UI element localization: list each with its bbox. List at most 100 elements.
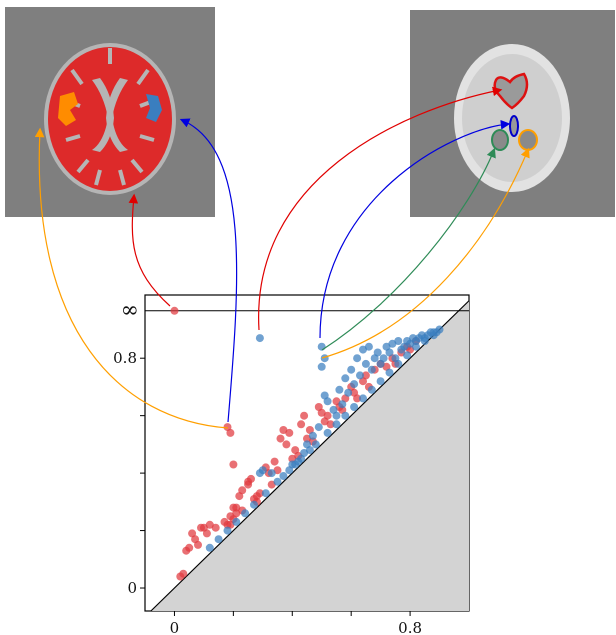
red-point — [244, 480, 253, 489]
blue-point — [305, 446, 314, 455]
red-point — [279, 426, 288, 434]
blue-point — [373, 348, 382, 357]
blue-point — [205, 543, 214, 552]
blue-point — [361, 359, 370, 368]
blue-point — [317, 362, 326, 371]
blue-point — [367, 385, 376, 394]
blue-point — [273, 477, 282, 486]
blue-point — [332, 420, 341, 429]
blue-point — [344, 388, 353, 397]
blue-point — [314, 423, 323, 432]
infinity-label: ∞ — [121, 298, 139, 323]
blue-point — [258, 466, 267, 475]
blue-point — [279, 472, 288, 480]
blue-point — [379, 354, 388, 363]
blue-point — [232, 517, 241, 526]
red-point — [285, 428, 294, 437]
diagonal-line — [150, 300, 470, 612]
blue-point — [403, 351, 412, 360]
structure-outline-blue — [509, 115, 519, 137]
blue-point — [353, 354, 362, 363]
red-point — [235, 492, 244, 501]
ventricle-right — [106, 78, 128, 152]
region-orange — [58, 92, 78, 126]
red-point — [211, 523, 220, 532]
blue-point — [394, 337, 403, 345]
blue-point — [285, 466, 294, 475]
ventricle-left — [92, 78, 114, 152]
x-tick-label-0: 0 — [170, 619, 180, 635]
blue-point — [323, 428, 332, 437]
blue-point — [311, 440, 320, 449]
red-point — [229, 460, 238, 469]
blue-point — [261, 489, 270, 498]
blue-point — [214, 535, 223, 544]
red-point — [276, 434, 285, 443]
blue-point — [255, 334, 264, 343]
blue-point — [335, 385, 344, 394]
red-point — [250, 495, 258, 503]
arrow-green-right — [321, 147, 496, 351]
blue-point — [223, 526, 232, 535]
axis-ticks — [140, 357, 411, 616]
blue-point — [297, 454, 306, 463]
red-point — [300, 411, 309, 420]
blue-point — [341, 411, 350, 420]
red-point — [282, 440, 291, 449]
blue-point — [332, 411, 341, 420]
blue-point — [241, 509, 250, 518]
red-point — [255, 489, 264, 498]
red-point — [353, 394, 362, 403]
blue-point — [394, 359, 403, 368]
blue-point — [347, 365, 356, 374]
blue-point — [350, 380, 359, 389]
blue-point — [429, 328, 438, 337]
blue-point — [308, 431, 317, 440]
y-tick-label-0: 0 — [127, 579, 137, 597]
x-tick-label-0-8: 0.8 — [398, 619, 422, 635]
red-point — [205, 520, 214, 529]
blue-point — [420, 337, 429, 345]
red-point — [179, 569, 188, 578]
red-point — [297, 420, 306, 429]
blue-point — [359, 394, 367, 403]
red-point — [317, 408, 326, 417]
arrow-blue-left — [179, 118, 238, 423]
blue-point — [356, 371, 364, 380]
red-point — [326, 420, 335, 429]
arrow-orange-left — [34, 127, 229, 429]
blue-point — [250, 500, 258, 509]
red-point — [270, 457, 279, 466]
blue-point — [341, 374, 350, 383]
blue-point — [291, 460, 300, 469]
blue-point — [367, 365, 376, 374]
red-point — [232, 503, 241, 512]
structure-outline-orange — [518, 129, 538, 151]
blue-point — [338, 400, 347, 409]
arrow-red-left — [128, 193, 171, 307]
red-point — [194, 540, 202, 549]
scatter-points — [170, 306, 444, 581]
blue-point — [364, 342, 373, 351]
blue-point — [320, 354, 329, 363]
red-point — [202, 529, 211, 538]
blue-point — [359, 345, 367, 354]
mri-left-panel — [5, 7, 215, 217]
blue-point — [350, 403, 359, 411]
persistence-diagram: ∞ 0 0.8 0 0.8 — [113, 294, 470, 635]
connector-arrows — [34, 86, 530, 429]
blue-point — [267, 469, 276, 478]
blue-point — [385, 368, 394, 377]
region-blue — [146, 94, 162, 122]
blue-point — [376, 377, 385, 386]
arrow-red-right — [258, 86, 503, 331]
red-point — [197, 523, 205, 532]
red-point — [185, 543, 194, 552]
red-point — [323, 411, 332, 420]
red-point — [226, 428, 235, 437]
structure-outline-green — [491, 129, 509, 151]
red-point — [170, 306, 179, 315]
mri-right-panel — [410, 10, 615, 217]
y-tick-label-0-8: 0.8 — [113, 349, 137, 367]
